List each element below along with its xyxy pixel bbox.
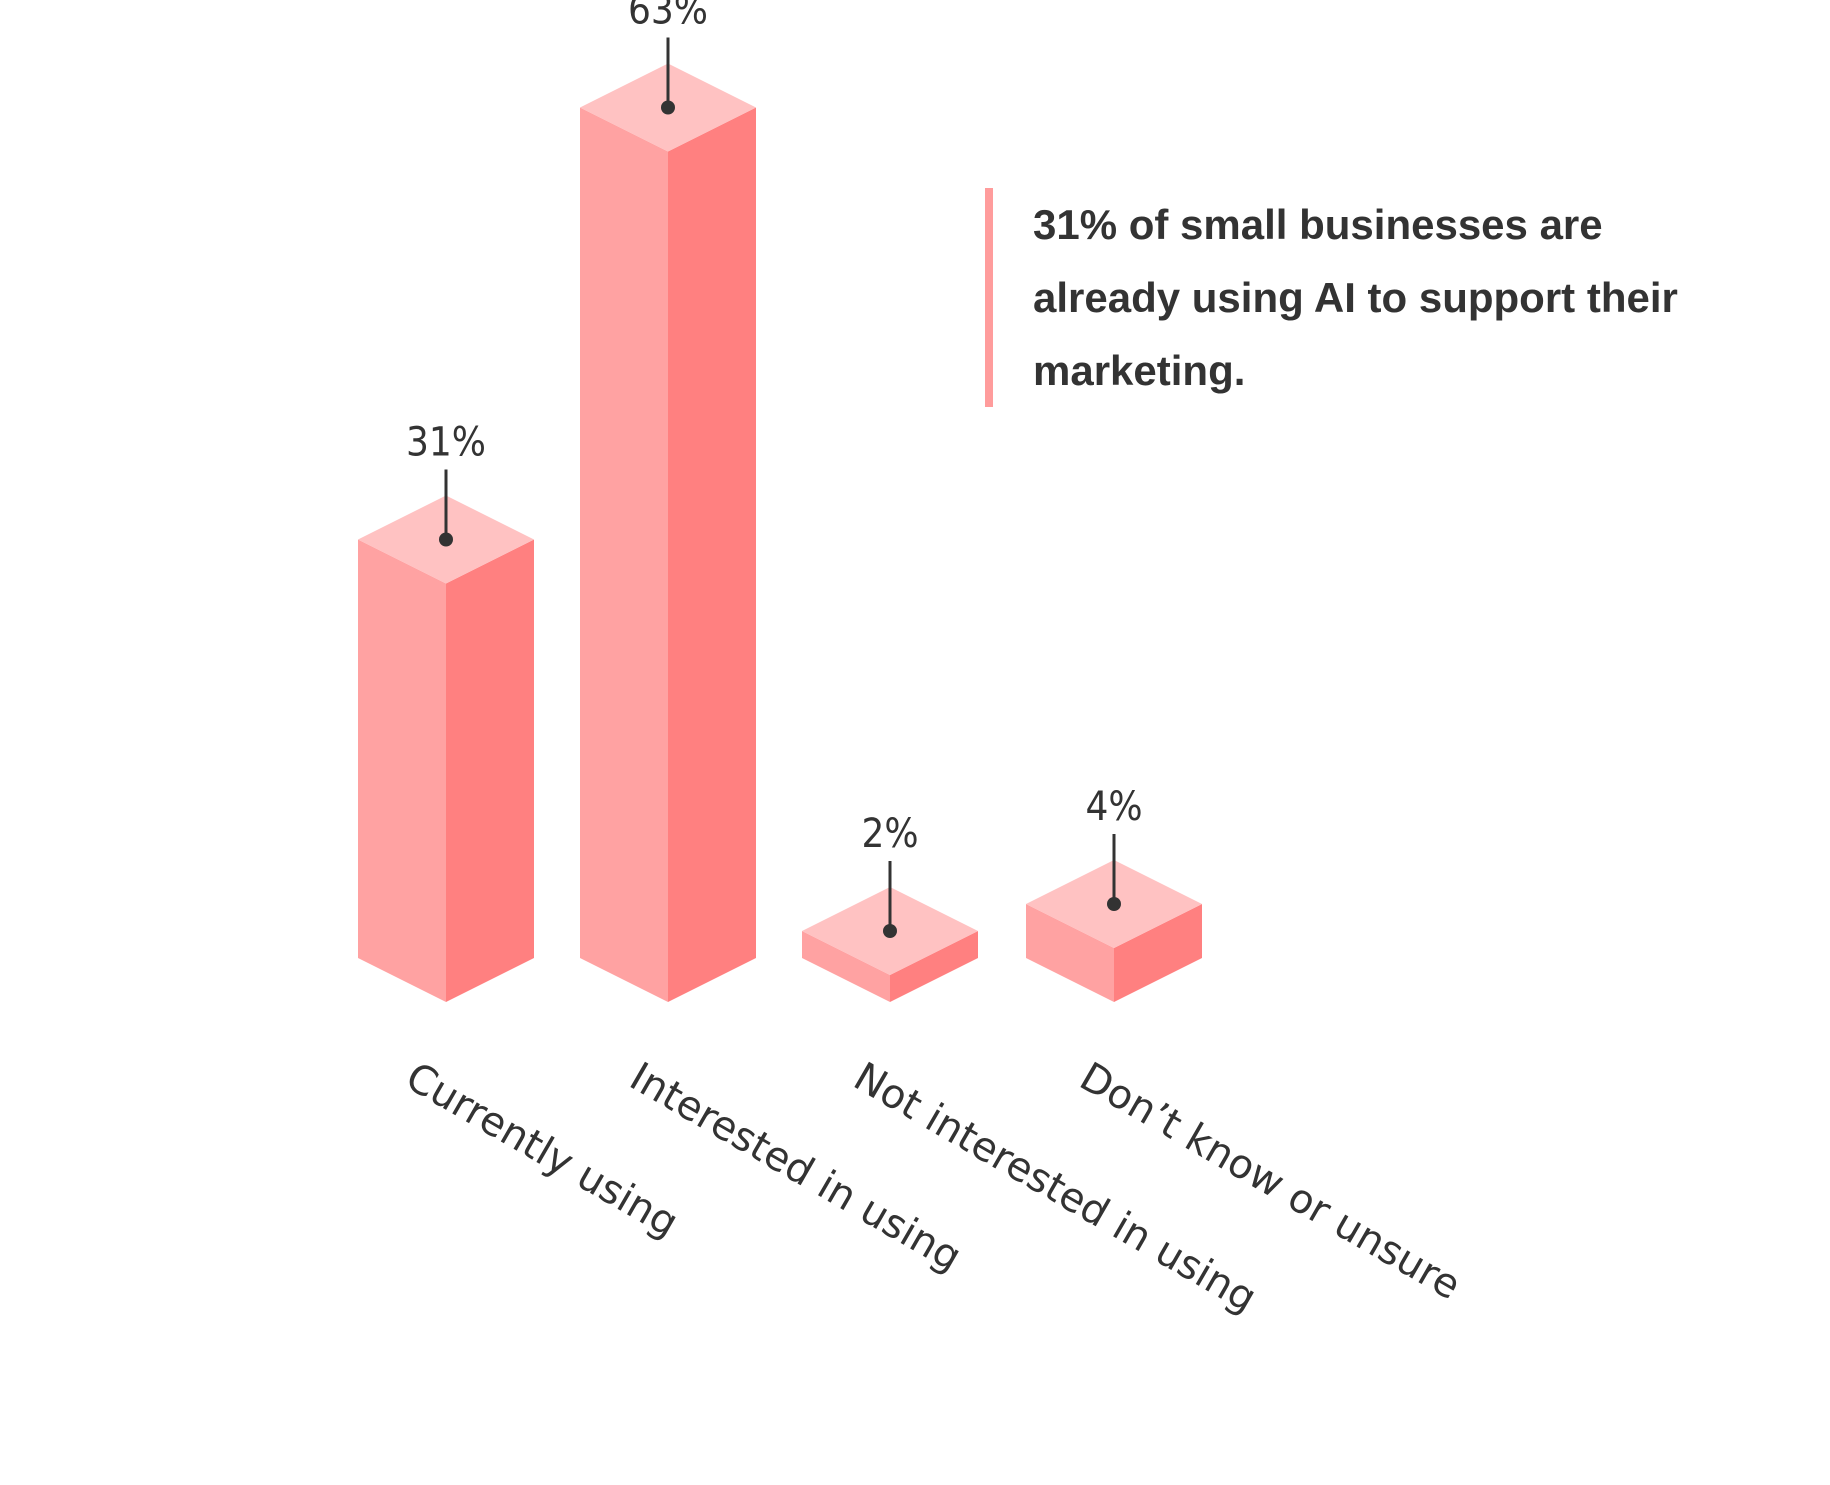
- value-marker-dot: [883, 924, 897, 938]
- bar-currently-using: [358, 469, 534, 1002]
- bar-interested-in-using: [580, 37, 756, 1002]
- bar-side-face: [668, 107, 756, 1002]
- value-label-interested-in-using: 63%: [628, 0, 708, 34]
- category-label-not-interested-in-using: Not interested in using: [846, 1054, 1264, 1322]
- callout-text: 31% of small businesses are already usin…: [1033, 201, 1678, 394]
- bars-layer: [358, 37, 1202, 1002]
- bar-not-interested-in-using: [802, 861, 978, 1002]
- bar-front-face: [358, 539, 446, 1002]
- bar-front-face: [1026, 904, 1114, 1002]
- value-label-not-interested-in-using: 2%: [861, 811, 918, 857]
- bar-side-face: [890, 931, 978, 1002]
- value-label-dont-know-or-unsure: 4%: [1085, 784, 1142, 830]
- callout: 31% of small businesses are already usin…: [985, 188, 1725, 407]
- bar-side-face: [446, 539, 534, 1002]
- bar-front-face: [580, 107, 668, 1002]
- bar-side-face: [1114, 904, 1202, 1002]
- bar-dont-know-or-unsure: [1026, 834, 1202, 1002]
- value-label-currently-using: 31%: [406, 420, 486, 466]
- value-marker-dot: [1107, 897, 1121, 911]
- value-marker-dot: [439, 532, 453, 547]
- category-label-dont-know-or-unsure: Don’t know or unsure: [1072, 1054, 1468, 1309]
- value-marker-dot: [661, 100, 675, 115]
- bar-front-face: [802, 931, 890, 1002]
